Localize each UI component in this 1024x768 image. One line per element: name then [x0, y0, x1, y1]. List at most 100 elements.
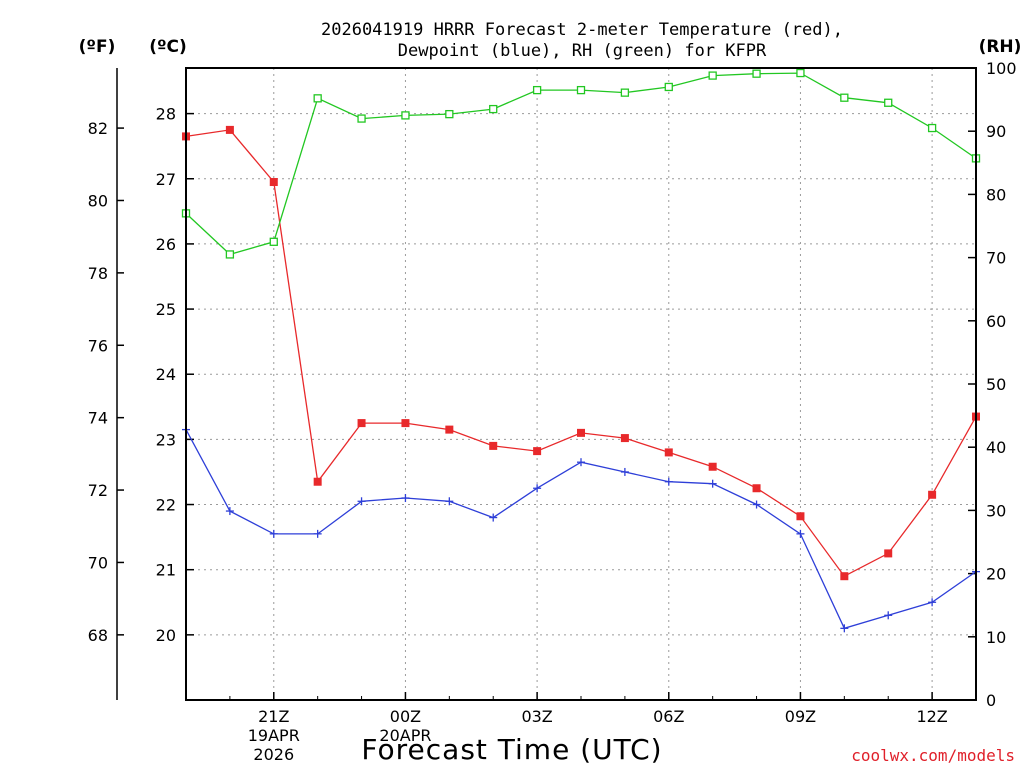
temperature-point	[401, 419, 410, 428]
rh-point	[532, 85, 542, 95]
time-tick-label: 00Z	[390, 707, 421, 726]
celsius-tick-label: 24	[156, 365, 176, 384]
rh-point	[576, 85, 586, 95]
rh-point	[708, 71, 717, 80]
dewpoint-point	[928, 598, 937, 607]
rh-point	[664, 82, 673, 92]
dewpoint-point	[357, 497, 366, 506]
rh-tick-label: 10	[986, 628, 1006, 647]
temperature-point	[445, 425, 454, 434]
dewpoint-point	[225, 507, 234, 516]
temperature-point	[664, 448, 673, 457]
fahrenheit-unit-label: (ºF)	[79, 37, 116, 57]
time-tick-label: 21Z	[258, 707, 289, 726]
grid-layer	[186, 68, 976, 700]
temperature-point	[884, 549, 893, 558]
rh-point	[225, 250, 235, 259]
celsius-tick-label: 28	[156, 105, 176, 124]
series-line-temperature	[185, 129, 977, 578]
rh-point	[401, 111, 410, 120]
temperature-point	[840, 572, 849, 581]
chart-title-line1: 2026041919 HRRR Forecast 2-meter Tempera…	[321, 20, 843, 40]
time-tick-label: 09Z	[785, 707, 816, 726]
dewpoint-point	[577, 458, 585, 467]
celsius-tick-label: 25	[156, 300, 176, 319]
temperature-point	[620, 434, 629, 443]
series-layer	[181, 68, 981, 633]
temperature-point	[577, 428, 585, 437]
dewpoint-point	[489, 513, 498, 522]
rh-tick-label: 20	[986, 565, 1006, 584]
fahrenheit-tick-label: 80	[88, 191, 108, 210]
temperature-point	[313, 477, 322, 486]
dewpoint-point	[533, 484, 542, 493]
rh-point	[445, 109, 454, 119]
rh-point	[269, 237, 278, 246]
rh-point	[840, 93, 849, 102]
rh-point	[752, 69, 761, 78]
time-tick-label: 06Z	[653, 707, 684, 726]
dewpoint-point	[708, 479, 717, 488]
rh-point	[357, 114, 366, 123]
celsius-tick-label: 20	[156, 626, 176, 645]
fahrenheit-tick-label: 82	[88, 119, 108, 138]
rh-tick-label: 0	[986, 691, 996, 710]
x-axis-label: Forecast Time (UTC)	[361, 733, 662, 766]
celsius-tick-label: 23	[156, 430, 176, 449]
fahrenheit-tick-label: 72	[88, 481, 108, 500]
rh-point	[620, 88, 630, 97]
fahrenheit-tick-label: 68	[88, 626, 108, 645]
time-tick-label: 12Z	[916, 707, 947, 726]
dewpoint-point	[620, 467, 629, 476]
temperature-point	[357, 419, 366, 428]
dewpoint-point	[445, 497, 454, 506]
chart-title-line2: Dewpoint (blue), RH (green) for KFPR	[398, 41, 767, 61]
celsius-tick-label: 22	[156, 496, 176, 515]
fahrenheit-tick-label: 70	[88, 553, 108, 572]
celsius-tick-label: 27	[156, 170, 176, 189]
rh-tick-label: 80	[986, 185, 1006, 204]
celsius-tick-label: 26	[156, 235, 176, 254]
dewpoint-point	[401, 494, 410, 503]
rh-tick-label: 40	[986, 438, 1006, 457]
rh-tick-label: 100	[986, 59, 1017, 78]
temperature-point	[533, 447, 542, 456]
credit-text: coolwx.com/models	[851, 746, 1015, 765]
temperature-point	[269, 178, 278, 187]
time-tick-year: 2026	[253, 745, 294, 764]
dewpoint-point	[313, 529, 322, 538]
rh-tick-label: 90	[986, 122, 1006, 141]
rh-unit-label: (RH)	[979, 37, 1022, 57]
tick-layer: 20 21 22 23 24 25 26 27 28 68 70 72 74 76 78 80 82 0 10 20 3…	[88, 59, 1017, 764]
dewpoint-point	[796, 529, 805, 538]
fahrenheit-tick-label: 78	[88, 264, 108, 283]
temperature-point	[489, 441, 498, 450]
time-tick-date: 19APR	[248, 726, 300, 745]
temperature-point	[225, 125, 234, 134]
dewpoint-point	[884, 611, 893, 620]
fahrenheit-tick-label: 76	[88, 336, 108, 355]
rh-point	[489, 104, 498, 114]
time-tick-label: 03Z	[521, 707, 552, 726]
time-tick-date: 20APR	[379, 726, 431, 745]
rh-tick-label: 60	[986, 312, 1006, 331]
temperature-point	[928, 490, 937, 499]
plot-frame	[185, 67, 977, 701]
dewpoint-point	[664, 477, 673, 486]
rh-point	[313, 94, 322, 103]
celsius-tick-label: 21	[156, 561, 176, 580]
rh-point	[927, 123, 937, 133]
rh-tick-label: 70	[986, 249, 1006, 268]
temperature-point	[752, 484, 761, 493]
celsius-unit-label: (ºC)	[149, 37, 187, 57]
temperature-point	[708, 462, 717, 471]
rh-tick-label: 50	[986, 375, 1006, 394]
dewpoint-point	[840, 624, 849, 633]
dewpoint-point	[269, 529, 278, 538]
temperature-point	[796, 512, 805, 521]
rh-point	[884, 98, 893, 107]
fahrenheit-tick-label: 74	[88, 409, 108, 428]
series-line-rh	[185, 72, 977, 256]
rh-point	[796, 68, 805, 78]
